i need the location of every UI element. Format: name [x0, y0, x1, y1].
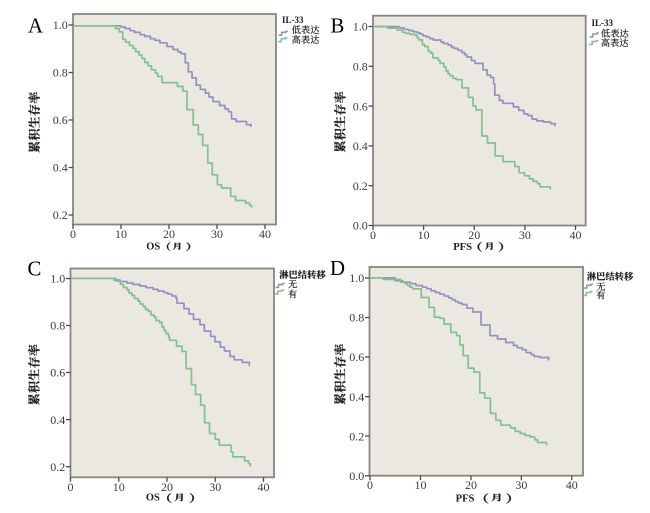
svg-text:40: 40 [570, 228, 582, 242]
svg-text:0.6: 0.6 [349, 350, 364, 364]
svg-text:OS: OS [146, 242, 160, 253]
svg-text:1.0: 1.0 [349, 271, 364, 285]
svg-text:0: 0 [370, 228, 376, 242]
svg-text:0.6: 0.6 [50, 366, 65, 380]
svg-text:10: 10 [115, 227, 127, 241]
svg-text:0.4: 0.4 [53, 161, 68, 175]
svg-text:0.2: 0.2 [50, 460, 65, 474]
svg-text:30: 30 [515, 478, 527, 492]
svg-text:0: 0 [70, 227, 76, 241]
svg-text:0.6: 0.6 [353, 99, 368, 113]
svg-text:0.2: 0.2 [349, 429, 364, 443]
svg-text:0.8: 0.8 [349, 311, 364, 325]
svg-text:0.4: 0.4 [50, 413, 65, 427]
svg-text:30: 30 [519, 228, 531, 242]
svg-text:1.0: 1.0 [353, 20, 368, 34]
svg-text:10: 10 [415, 478, 427, 492]
svg-text:10: 10 [418, 228, 430, 242]
svg-text:1.0: 1.0 [50, 272, 65, 286]
svg-text:0.0: 0.0 [353, 219, 368, 233]
svg-text:A: A [28, 15, 43, 38]
svg-text:PFS: PFS [453, 242, 472, 253]
svg-text:OS: OS [146, 493, 160, 504]
svg-text:0: 0 [68, 480, 74, 494]
svg-text:D: D [330, 257, 345, 280]
svg-text:C: C [28, 258, 42, 281]
svg-text:10: 10 [113, 480, 125, 494]
svg-text:20: 20 [465, 478, 477, 492]
svg-text:IL-33: IL-33 [592, 18, 614, 28]
svg-text:30: 30 [211, 227, 223, 241]
svg-text:30: 30 [209, 480, 221, 494]
svg-text:0.8: 0.8 [53, 66, 68, 80]
svg-text:40: 40 [259, 227, 271, 241]
svg-text:40: 40 [258, 480, 270, 494]
svg-text:IL-33: IL-33 [282, 15, 304, 25]
svg-text:0.8: 0.8 [353, 60, 368, 74]
svg-text:20: 20 [161, 480, 173, 494]
svg-text:1.0: 1.0 [53, 18, 68, 32]
svg-text:0.2: 0.2 [53, 208, 68, 222]
svg-text:20: 20 [163, 227, 175, 241]
svg-text:0.4: 0.4 [349, 390, 364, 404]
svg-text:PFS: PFS [456, 493, 475, 504]
svg-text:0.2: 0.2 [353, 179, 368, 193]
svg-text:B: B [331, 15, 345, 38]
svg-text:0.6: 0.6 [53, 113, 68, 127]
svg-text:20: 20 [468, 228, 480, 242]
svg-text:40: 40 [566, 478, 578, 492]
svg-text:0.8: 0.8 [50, 319, 65, 333]
svg-text:0: 0 [367, 478, 373, 492]
svg-text:0.4: 0.4 [353, 139, 368, 153]
svg-text:0.0: 0.0 [349, 469, 364, 483]
